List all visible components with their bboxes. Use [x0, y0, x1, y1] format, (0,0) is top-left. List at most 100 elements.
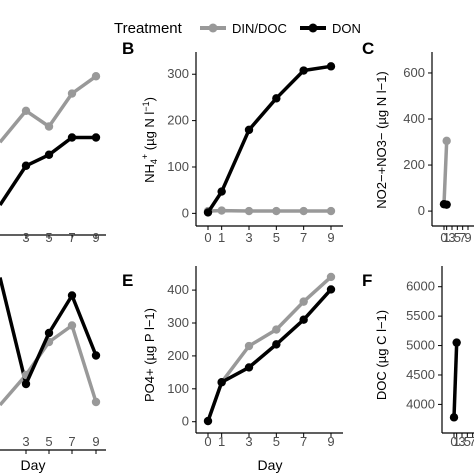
panel-label-e: E: [122, 271, 133, 290]
x-tick-label: 5: [273, 230, 280, 245]
series-line-din-doc: [25, 74, 98, 129]
x-tick-label: 9: [327, 434, 334, 449]
legend-label-din-doc: DIN/DOC: [232, 21, 287, 36]
series-line-lead: [0, 373, 28, 407]
series-line-don: [206, 64, 332, 214]
data-point: [272, 325, 281, 334]
x-tick-label: 7: [300, 434, 307, 449]
y-tick-label: 4000: [406, 396, 435, 411]
x-axis-title-e: Day: [258, 457, 283, 473]
data-point: [299, 315, 308, 324]
y-tick-label: 0: [418, 203, 425, 218]
y-tick-label: 5500: [406, 308, 435, 323]
x-tick-label: 0: [204, 434, 211, 449]
y-axis-title-e: PO4+ (µg P l−1): [142, 308, 157, 402]
data-point: [299, 206, 308, 216]
y-axis-title-b: NH4+ (µg N l−1): [140, 97, 159, 183]
x-tick-label: 7: [68, 230, 75, 245]
series-line-don: [25, 135, 96, 168]
y-tick-label: 100: [167, 381, 189, 396]
data-point: [91, 397, 101, 407]
x-tick-label: 5: [464, 434, 471, 449]
y-tick-label: 200: [167, 348, 189, 363]
x-tick-label: 3: [448, 230, 455, 245]
y-tick-label: 100: [167, 159, 189, 174]
panel-a: 3 5 7 9: [0, 72, 106, 245]
x-tick-label: 9: [92, 434, 99, 449]
y-tick-label: 300: [167, 315, 189, 330]
data-point: [91, 133, 101, 142]
x-tick-label: 1: [218, 434, 225, 449]
y-tick-label: 5000: [406, 338, 435, 353]
data-point: [21, 379, 31, 389]
x-tick-label: 5: [454, 230, 461, 245]
x-tick-label: 7: [459, 230, 466, 245]
x-tick-label: 0: [440, 230, 447, 245]
data-point: [203, 416, 213, 426]
panel-d: 3 5 7 9: [0, 277, 106, 454]
x-tick-label: 3: [458, 434, 465, 449]
x-axis-title-d: Day: [21, 457, 46, 473]
series-line-din-doc: [442, 140, 449, 205]
data-point: [217, 206, 226, 215]
data-point: [299, 297, 308, 306]
legend: Treatment DIN/DOC DON: [114, 20, 361, 37]
data-point: [272, 340, 281, 349]
x-tick-label: 7: [469, 434, 474, 449]
data-point: [91, 351, 101, 360]
y-tick-label: 6000: [406, 279, 435, 294]
legend-title: Treatment: [114, 20, 183, 37]
y-tick-label: 4500: [406, 367, 435, 382]
x-tick-label: 7: [300, 230, 307, 245]
x-tick-label: 9: [327, 230, 334, 245]
data-point: [244, 341, 254, 351]
x-tick-label: 1: [218, 230, 225, 245]
x-tick-label: 5: [273, 434, 280, 449]
panel-label-f: F: [362, 271, 372, 290]
series-line-don: [452, 342, 459, 418]
data-point: [67, 291, 77, 300]
data-point: [449, 413, 459, 422]
data-point: [326, 62, 336, 71]
y-tick-label: 0: [182, 205, 189, 220]
x-tick-label: 3: [22, 434, 29, 449]
x-tick-label: 3: [245, 434, 252, 449]
y-tick-label: 600: [403, 65, 425, 80]
data-point: [91, 72, 101, 81]
y-tick-label: 200: [403, 157, 425, 172]
y-tick-label: 200: [167, 113, 189, 128]
data-point: [21, 106, 31, 116]
data-point: [44, 328, 54, 338]
data-point: [203, 208, 213, 217]
series-line-don: [206, 288, 333, 422]
data-point: [67, 321, 77, 330]
data-point: [326, 206, 336, 216]
data-point: [442, 200, 451, 209]
series-line-lead: [0, 109, 28, 144]
x-tick-label: 7: [68, 434, 75, 449]
data-point: [67, 133, 77, 142]
y-tick-label: 400: [403, 111, 425, 126]
data-point: [244, 125, 254, 135]
data-point: [442, 136, 451, 146]
data-point: [67, 89, 77, 98]
data-point: [272, 94, 281, 103]
x-tick-label: 3: [22, 230, 29, 245]
x-tick-label: 1: [453, 434, 460, 449]
series-line-don: [24, 293, 98, 385]
x-tick-label: 9: [464, 230, 471, 245]
data-point: [272, 206, 281, 216]
x-tick-label: 5: [45, 434, 52, 449]
y-tick-label: 400: [167, 282, 189, 297]
data-point: [217, 187, 226, 196]
x-tick-label: 9: [92, 230, 99, 245]
legend-key-din-doc: [200, 23, 226, 33]
data-point: [326, 285, 336, 294]
data-point: [44, 122, 54, 131]
series-line-lead: [0, 277, 28, 385]
data-point: [44, 150, 54, 159]
